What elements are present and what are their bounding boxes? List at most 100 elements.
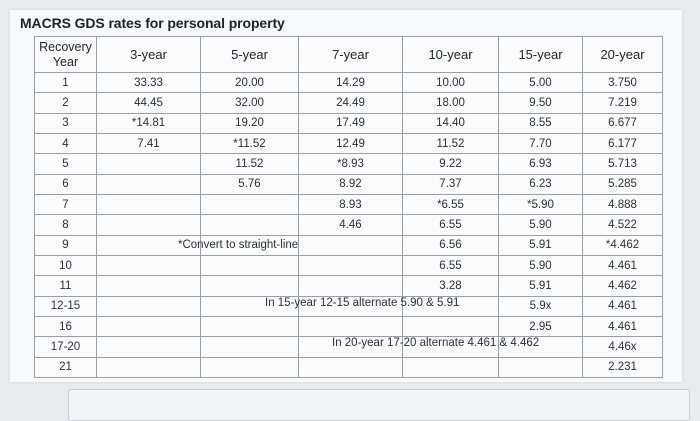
rate-cell [96,336,201,358]
macrs-rate-table: Recovery Year 3-year 5-year 7-year 10-ye… [34,36,663,379]
recovery-year-cell: 12-15 [34,295,97,317]
rate-cell: 4.461 [582,254,663,277]
rate-cell: 4.888 [582,193,663,216]
rate-cell [298,356,403,379]
recovery-year-cell: 1 [34,71,97,94]
rate-cell: 6.23 [498,173,583,195]
rate-cell [96,315,201,338]
rate-cell: 7.70 [498,132,583,155]
rate-cell [96,254,201,277]
table-row: 4 7.41 *11.52 12.49 11.52 7.70 6.177 [34,132,663,155]
recovery-year-cell: 10 [34,254,97,277]
table-row: 1 33.33 20.00 14.29 10.00 5.00 3.750 [34,71,663,94]
rate-cell [298,275,403,297]
header-5-year: 5-year [200,36,299,73]
rate-cell: 4.461 [582,315,663,338]
rate-cell: 10.00 [402,71,499,94]
header-7-year: 7-year [298,36,403,73]
table-row: 10 6.55 5.90 4.461 [34,254,663,277]
rate-cell [200,193,299,216]
header-15-year: 15-year [498,36,583,73]
table-row: 11 3.28 5.91 4.462 [34,275,663,297]
table-row: 6 5.76 8.92 7.37 6.23 5.285 [34,173,663,195]
rate-cell: 2.231 [582,356,663,379]
rate-cell: *5.90 [498,193,583,216]
rate-cell [200,214,299,236]
table-row: 21 2.231 [34,356,663,379]
rate-cell: 9.50 [498,92,583,114]
rate-cell [298,234,403,256]
rate-cell [402,315,499,338]
rate-cell: 20.00 [200,71,299,94]
rate-cell: 18.00 [402,92,499,114]
rate-cell [96,295,201,317]
rate-cell [96,356,201,379]
rate-cell: 11.52 [402,132,499,155]
rate-cell: 6.56 [402,234,499,256]
note-15-year-alternate: In 15-year 12-15 alternate 5.90 & 5.91 [265,297,460,309]
rate-cell [298,254,403,277]
recovery-year-cell: 9 [34,234,97,256]
rate-cell: 4.461 [582,295,663,317]
rate-cell: 8.92 [298,173,403,195]
header-10-year: 10-year [402,36,499,73]
header-3-year: 3-year [96,36,201,73]
answer-box[interactable] [68,389,690,421]
rate-cell: 19.20 [200,112,299,134]
recovery-year-cell: 2 [34,92,97,114]
rate-cell: 11.52 [200,153,299,175]
recovery-year-cell: 7 [34,193,97,216]
rate-cell: 6.177 [582,132,663,155]
rate-cell [96,193,201,216]
rate-cell: *8.93 [298,153,403,175]
rate-cell: 6.677 [582,112,663,134]
rate-cell: 5.90 [498,254,583,277]
rate-cell [200,336,299,358]
rate-cell: 5.90 [498,214,583,236]
recovery-year-cell: 3 [34,112,97,134]
rate-cell [96,275,201,297]
rate-cell: *4.462 [582,234,663,256]
rate-cell [200,315,299,338]
rate-cell: 8.55 [498,112,583,134]
rate-cell: 8.93 [298,193,403,216]
rate-cell: 17.49 [298,112,403,134]
recovery-year-cell: 16 [34,315,97,338]
rate-cell: 6.55 [402,254,499,277]
table-title: MACRS GDS rates for personal property [20,15,285,31]
table-row: 8 4.46 6.55 5.90 4.522 [34,214,663,236]
rate-cell [200,275,299,297]
rate-cell: *6.55 [402,193,499,216]
rate-cell: 2.95 [498,315,583,338]
rate-cell: 32.00 [200,92,299,114]
rate-cell [298,315,403,338]
rate-cell: 5.91 [498,275,583,297]
rate-cell: 5.00 [498,71,583,94]
rate-cell: 24.49 [298,92,403,114]
recovery-year-cell: 8 [34,214,97,236]
rate-cell: 7.41 [96,132,201,155]
header-20-year: 20-year [582,36,663,73]
table-row: 16 2.95 4.461 [34,315,663,338]
recovery-year-cell: 17-20 [34,336,97,358]
table-row: 3 *14.81 19.20 17.49 14.40 8.55 6.677 [34,112,663,134]
rate-cell: 14.29 [298,71,403,94]
recovery-year-cell: 11 [34,275,97,297]
note-straight-line: *Convert to straight-line [178,239,299,251]
rate-cell [96,214,201,236]
rate-cell: 4.522 [582,214,663,236]
rate-cell: 6.93 [498,153,583,175]
recovery-year-cell: 21 [34,356,97,379]
rate-cell: 3.750 [582,71,663,94]
rate-cell: 5.76 [200,173,299,195]
rate-cell: 14.40 [402,112,499,134]
recovery-year-cell: 4 [34,132,97,155]
rate-cell: 9.22 [402,153,499,175]
rate-cell [498,356,583,379]
rate-cell: 4.46x [582,336,663,358]
note-20-year-alternate: In 20-year 17-20 alternate 4.461 & 4.462 [332,337,540,349]
rate-cell: *14.81 [96,112,201,134]
rate-cell: 3.28 [402,275,499,297]
rate-cell: *11.52 [200,132,299,155]
rate-cell [402,356,499,379]
